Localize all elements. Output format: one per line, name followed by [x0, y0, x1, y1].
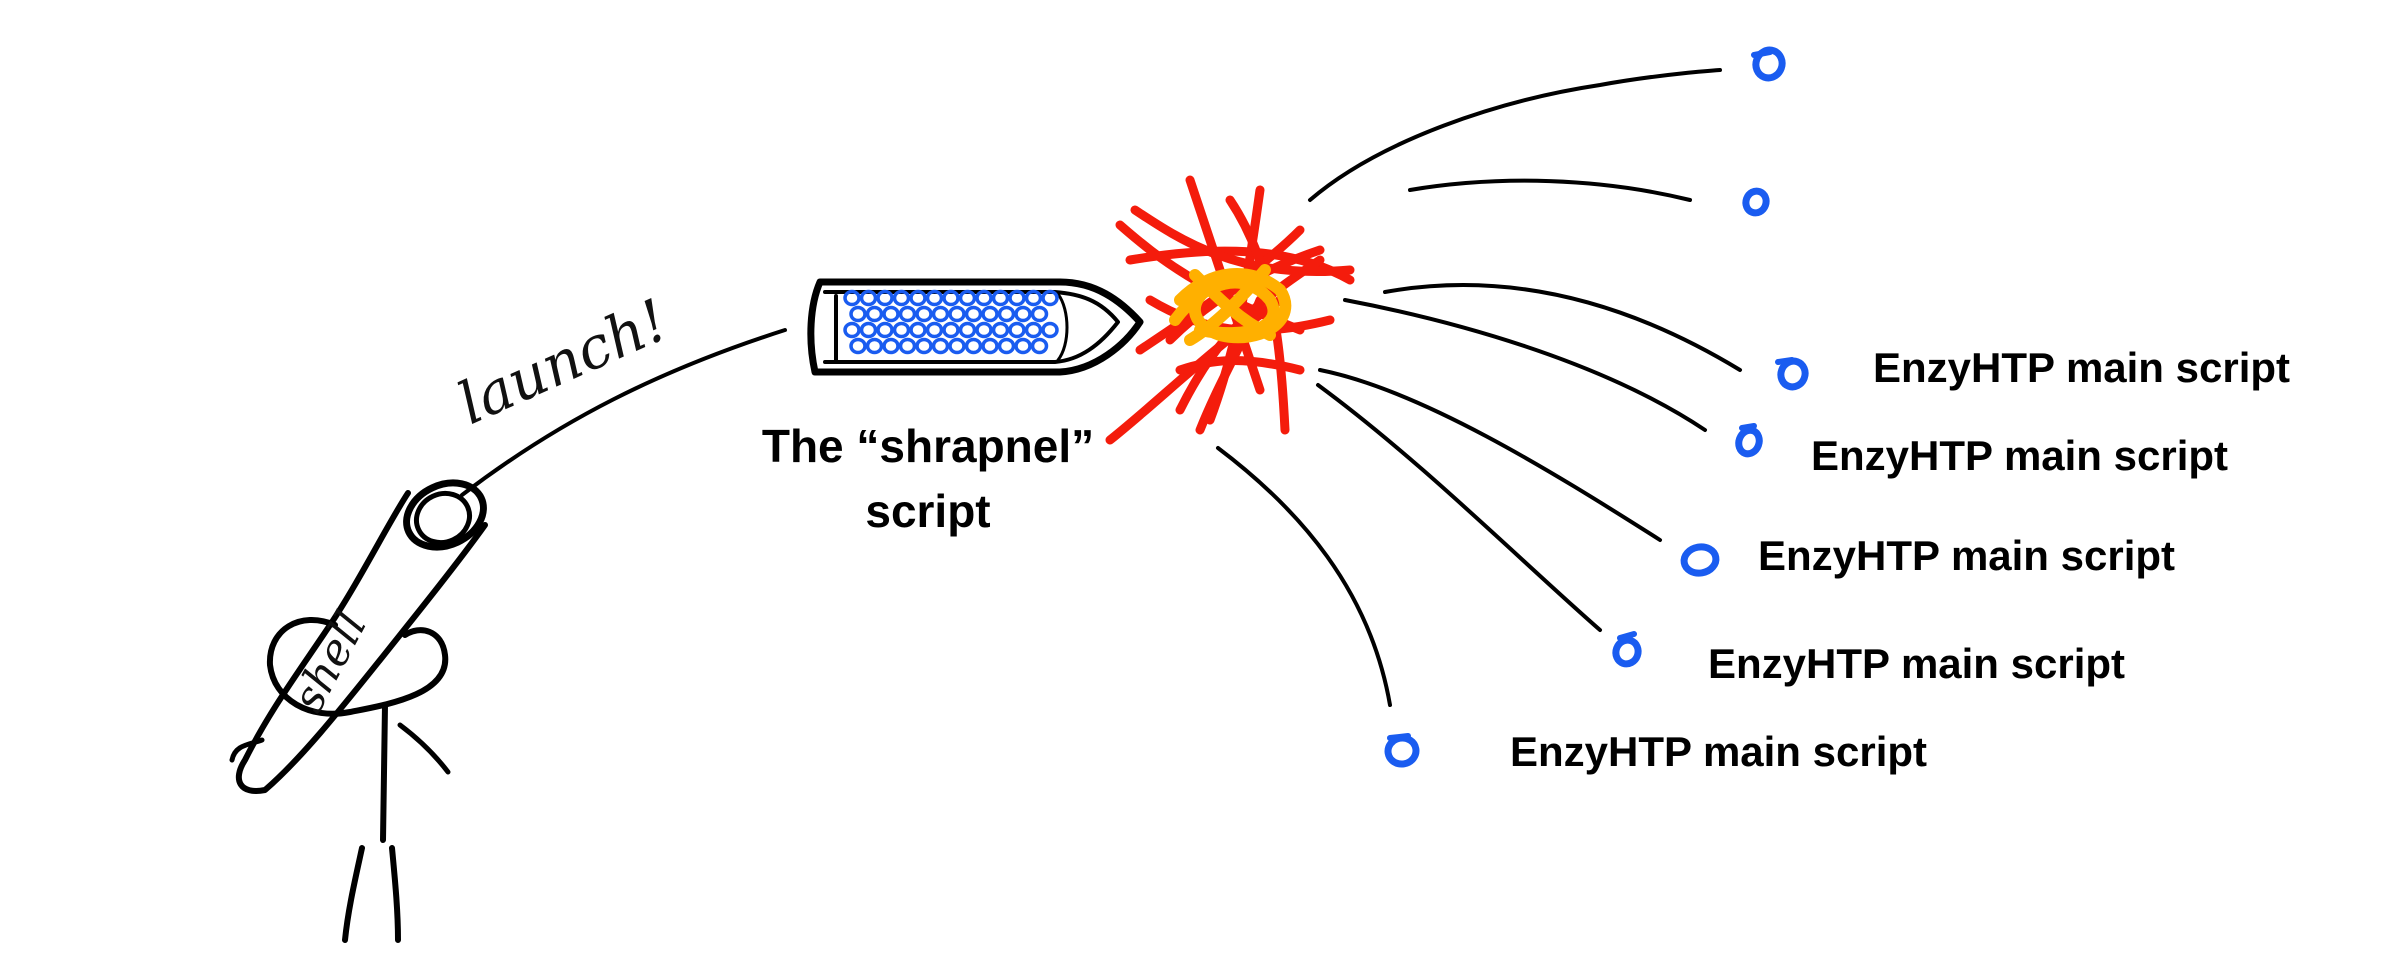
- explosion-core-stroke: [1169, 276, 1280, 340]
- pellet: [948, 337, 966, 355]
- pellet: [865, 337, 884, 355]
- pellet: [1014, 305, 1032, 323]
- fragment-trajectory: [1383, 283, 1742, 372]
- fragment-trajectory: [1216, 446, 1392, 707]
- pellet: [876, 289, 894, 307]
- pellet: [964, 305, 983, 323]
- launcher-tube: [235, 490, 488, 794]
- fragment-marker: [1752, 46, 1786, 82]
- pellet: [915, 337, 933, 355]
- explosion-burst: [1105, 175, 1355, 445]
- pellet: [876, 321, 894, 339]
- fragment-label: EnzyHTP main script: [1758, 532, 2175, 579]
- stick-figure: [229, 479, 488, 943]
- fragment-marker: [1777, 357, 1809, 391]
- shell-caption-line1: The “shrapnel”: [762, 420, 1094, 472]
- pellet: [1014, 337, 1032, 355]
- pellet: [931, 305, 950, 323]
- explosion-core-stroke: [1174, 268, 1292, 344]
- pellet: [892, 289, 911, 307]
- fragment-label: EnzyHTP main script: [1708, 640, 2125, 687]
- pellet: [981, 305, 999, 323]
- pellet: [975, 321, 993, 339]
- pellet: [942, 321, 960, 339]
- pellet: [892, 321, 911, 339]
- pellet: [997, 337, 1016, 355]
- pellet: [849, 305, 867, 323]
- fragment-trajectory: [1343, 298, 1707, 432]
- pellet: [882, 337, 900, 355]
- pellet: [942, 289, 960, 307]
- explosion-core-stroke: [1184, 264, 1271, 346]
- fragment-marker: [1742, 187, 1770, 217]
- fragment-trajectories: [1216, 68, 1742, 707]
- pellet: [964, 337, 983, 355]
- pellet: [1024, 289, 1043, 307]
- pellet: [882, 305, 900, 323]
- explosion-stroke: [1175, 356, 1305, 375]
- pellet: [958, 321, 977, 339]
- fragment-labels: EnzyHTP main script EnzyHTP main script …: [1510, 344, 2290, 775]
- pellet: [909, 289, 927, 307]
- pellet: [859, 321, 878, 339]
- fragment-trajectory: [1318, 368, 1662, 542]
- pellet: [925, 321, 944, 339]
- launch-label: launch!: [448, 286, 678, 438]
- pellet: [909, 321, 927, 339]
- pellet: [1008, 289, 1026, 307]
- fragment-trajectory: [1408, 178, 1692, 202]
- shrapnel-shell: [807, 278, 1144, 376]
- pellet: [958, 289, 977, 307]
- launcher-mouth: [403, 479, 487, 551]
- pellet: [981, 337, 999, 355]
- pellet: [898, 305, 917, 323]
- pellet: [991, 321, 1010, 339]
- pellet: [997, 305, 1016, 323]
- pellet: [1024, 321, 1043, 339]
- pellet: [931, 337, 950, 355]
- pellet: [859, 289, 878, 307]
- pellet: [1041, 289, 1059, 307]
- stick-figure-head: [266, 617, 449, 717]
- fragment-marker: [1735, 426, 1763, 458]
- pellet: [948, 305, 966, 323]
- pellet: [1030, 305, 1049, 323]
- pellet: [915, 305, 933, 323]
- fragments: [1384, 46, 1809, 768]
- explosion-stroke: [1130, 205, 1355, 277]
- pellet: [1041, 321, 1059, 339]
- pellet: [1030, 337, 1049, 355]
- fragment-label: EnzyHTP main script: [1811, 432, 2228, 479]
- fragment-label: EnzyHTP main script: [1510, 728, 1927, 775]
- pellet: [843, 321, 861, 339]
- fragment-trajectory: [1316, 383, 1602, 632]
- shell-caption-line2: script: [865, 485, 990, 537]
- fragment-label: EnzyHTP main script: [1873, 344, 2290, 391]
- pellet: [898, 337, 917, 355]
- launch-trajectory: [460, 328, 787, 497]
- pellet: [975, 289, 993, 307]
- pellet: [991, 289, 1010, 307]
- fragment-marker: [1680, 543, 1720, 577]
- pellet: [1008, 321, 1026, 339]
- pellet: [849, 337, 867, 355]
- fragment-trajectory: [1308, 68, 1722, 202]
- pellet: [865, 305, 884, 323]
- shrapnel-pellets: [843, 289, 1059, 355]
- pellet: [843, 289, 861, 307]
- fragment-marker: [1612, 636, 1642, 668]
- pellet: [925, 289, 944, 307]
